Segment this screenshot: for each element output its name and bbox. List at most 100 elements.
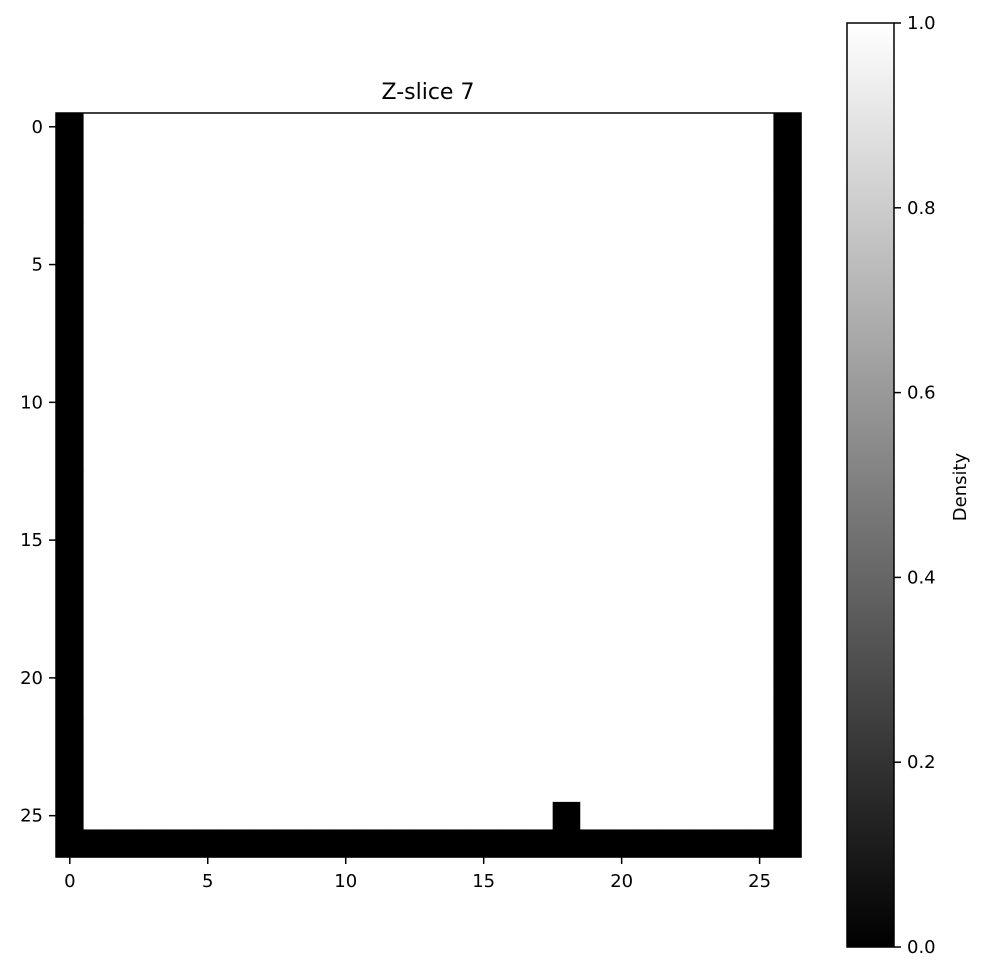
colorbar-tick-label: 0.8 (907, 198, 936, 219)
heatmap-cell (166, 388, 195, 417)
heatmap-cell (221, 801, 250, 831)
heatmap-cell (414, 664, 443, 693)
heatmap-cell (414, 774, 443, 803)
heatmap-cell (56, 581, 85, 610)
heatmap-cell (580, 305, 609, 335)
heatmap-cell (166, 829, 195, 858)
heatmap-cell (552, 168, 581, 197)
heatmap-cell (635, 664, 664, 693)
heatmap-cell (83, 223, 112, 252)
heatmap-cell (773, 443, 802, 472)
heatmap-cell (56, 250, 85, 279)
heatmap-cell (387, 416, 416, 445)
heatmap-cell (387, 829, 416, 858)
heatmap-cell (414, 388, 443, 417)
heatmap-cell (331, 140, 361, 169)
heatmap-cell (166, 719, 195, 748)
heatmap-cell (276, 305, 305, 335)
heatmap-cell (690, 195, 719, 224)
heatmap-cell (111, 801, 140, 831)
heatmap-cell (193, 223, 223, 252)
heatmap-cell (414, 609, 443, 638)
heatmap-cell (193, 416, 223, 445)
heatmap-cell (111, 416, 140, 445)
heatmap-cell (83, 801, 112, 831)
heatmap-cell (635, 581, 664, 610)
heatmap-cell (359, 526, 388, 555)
heatmap-cell (442, 801, 471, 831)
heatmap-cell (718, 774, 747, 803)
x-tick-label: 10 (334, 871, 357, 892)
heatmap-cell (83, 140, 112, 169)
heatmap-cell (607, 746, 637, 775)
heatmap-cell (304, 526, 333, 555)
heatmap-cell (56, 664, 85, 693)
heatmap-cell (607, 691, 637, 720)
heatmap-cell (387, 526, 416, 555)
heatmap-cell (442, 195, 471, 224)
y-axis: 0 5 10 15 20 25 (20, 117, 56, 827)
heatmap-cell (193, 471, 223, 500)
heatmap-cell (83, 664, 112, 693)
heatmap-cell (387, 250, 416, 279)
heatmap-cell (442, 553, 471, 583)
heatmap-cell (663, 168, 692, 197)
heatmap-cell (387, 553, 416, 583)
heatmap-cell (111, 278, 140, 307)
heatmap-cell (56, 140, 85, 169)
heatmap-cell (469, 388, 499, 417)
heatmap-cell (469, 553, 499, 583)
heatmap-cell (166, 278, 195, 307)
heatmap-cell (525, 829, 554, 858)
heatmap-cell (663, 195, 692, 224)
heatmap-cell (83, 829, 112, 858)
heatmap-cell (635, 801, 664, 831)
heatmap-cell (663, 636, 692, 665)
heatmap-cell (552, 526, 581, 555)
heatmap-cell (193, 581, 223, 610)
heatmap-cell (580, 361, 609, 390)
heatmap-cell (221, 553, 250, 583)
heatmap-cell (663, 278, 692, 307)
heatmap-cell (387, 636, 416, 665)
heatmap-cell (635, 113, 664, 142)
heatmap-cell (497, 388, 526, 417)
heatmap-cell (221, 609, 250, 638)
heatmap-cell (552, 388, 581, 417)
heatmap-cell (469, 333, 499, 362)
heatmap-cell (111, 526, 140, 555)
heatmap-cell (497, 250, 526, 279)
heatmap-cell (111, 581, 140, 610)
heatmap-cell (359, 719, 388, 748)
heatmap-cell (497, 443, 526, 472)
heatmap-cell (552, 746, 581, 775)
heatmap-cell (166, 636, 195, 665)
heatmap-cell (690, 113, 719, 142)
heatmap-cell (718, 140, 747, 169)
heatmap-cell (690, 443, 719, 472)
heatmap-cell (745, 498, 775, 527)
heatmap-cell (138, 140, 167, 169)
heatmap-cell (304, 333, 333, 362)
heatmap-cell (525, 333, 554, 362)
heatmap-cell (138, 443, 167, 472)
heatmap-cell (83, 333, 112, 362)
heatmap-cell (221, 498, 250, 527)
heatmap-cell (718, 719, 747, 748)
heatmap-cell (249, 388, 278, 417)
heatmap-cell (663, 388, 692, 417)
heatmap-cell (663, 664, 692, 693)
heatmap-cell (525, 223, 554, 252)
heatmap-cell (359, 361, 388, 390)
y-tick-label: 5 (32, 255, 43, 276)
heatmap-cell (304, 471, 333, 500)
heatmap-cell (773, 250, 802, 279)
heatmap-cell (773, 278, 802, 307)
heatmap-cell (166, 443, 195, 472)
heatmap-cell (469, 278, 499, 307)
heatmap-cell (414, 140, 443, 169)
heatmap-cell (276, 609, 305, 638)
heatmap-cell (83, 746, 112, 775)
heatmap-cell (663, 526, 692, 555)
heatmap-cell (580, 278, 609, 307)
